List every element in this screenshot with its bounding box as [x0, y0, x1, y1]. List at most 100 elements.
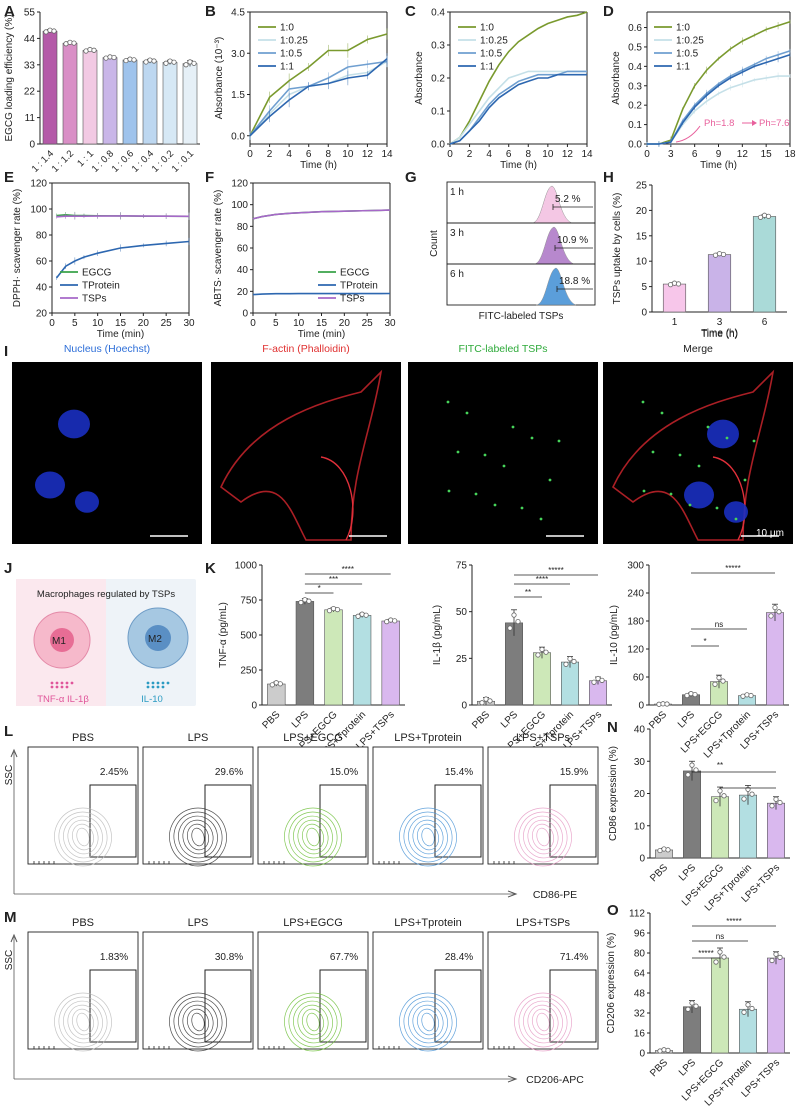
cytokine-dot [146, 681, 150, 685]
y-tick-label: 48 [634, 989, 646, 1000]
category-label: 1 : 1.2 [50, 148, 76, 174]
category-label: PBS [470, 709, 492, 731]
contour [182, 819, 214, 855]
chart-k1: 0 250 500 750 1000 TNF-α (pg/mL) PBS LPS LPS+EGC… [218, 561, 405, 761]
panel-letter-n: N [607, 719, 618, 736]
fitc-particle [734, 517, 738, 521]
legend-label: EGCG [340, 268, 370, 279]
chart-c: 0.0 0.1 0.2 0.3 0.4 Absorbance Time (h) 0 2 4 6 8 10… [414, 8, 593, 172]
contour [403, 811, 453, 863]
contour [71, 823, 95, 851]
fitc-particle [539, 517, 543, 521]
flow-title: LPS+Tprotein [394, 917, 462, 929]
x-tick-label: 2 [267, 149, 273, 160]
x-tick-label: 14 [581, 149, 593, 160]
bar [102, 57, 118, 145]
y-tick-label: 0.3 [431, 41, 445, 52]
y-tick-label: 30 [634, 757, 646, 768]
panel-letter-e: E [4, 169, 14, 186]
histogram-peak [531, 185, 573, 224]
x-axis-title: Time (h) [500, 160, 537, 171]
fitc-particle [725, 436, 729, 440]
marker-label: CD206-APC [526, 1074, 584, 1086]
data-point [334, 606, 341, 613]
data-point [685, 1006, 691, 1012]
data-point [665, 847, 671, 853]
series-line-1 [249, 60, 388, 137]
gate-value: 5.2 % [555, 194, 581, 205]
contour [408, 1000, 448, 1044]
contour [306, 827, 320, 847]
x-tick-label: 0 [247, 149, 253, 160]
category-label: 1 : 0.1 [170, 148, 196, 174]
data-point [131, 57, 137, 63]
x-tick-label: 12 [562, 149, 574, 160]
data-point [745, 1002, 751, 1008]
chart-a: 0 11 22 33 44 55 EGCG loading efficiency (%) 1 … [4, 8, 200, 175]
f-actin-outline [220, 369, 383, 541]
fitc-particle [511, 425, 515, 429]
schematic-panel: Macrophages regulated by TSPs M1 M2 TNF-α I… [16, 579, 196, 706]
fitc-particle [715, 506, 719, 510]
annotation-leader [675, 125, 701, 143]
contour [523, 1000, 563, 1044]
data-point [689, 1000, 695, 1006]
gate-box [204, 969, 252, 1043]
y-axis-title: IL-10 (pg/mL) [609, 605, 620, 665]
x-tick-label: 14 [381, 149, 393, 160]
legend-label: 1:1 [280, 62, 294, 73]
series-line-1 [252, 292, 391, 296]
y-tick-label: 120 [627, 645, 644, 656]
data-point [741, 796, 747, 802]
category-label: PBS [647, 709, 669, 731]
data-point [720, 678, 726, 684]
panel-letter-m: M [4, 909, 17, 926]
fitc-particle [474, 492, 478, 496]
contour [399, 807, 457, 867]
x-tick-label: 6 [306, 149, 312, 160]
cytokine-dot [65, 685, 69, 689]
fitc-particle [465, 411, 469, 415]
fitc-particle [530, 436, 534, 440]
category-label: LPS [677, 862, 698, 883]
significance-mark: ** [717, 761, 723, 770]
series-line-2 [249, 60, 388, 137]
data-point [151, 58, 157, 64]
nucleus [684, 481, 714, 509]
y-tick-label: 0 [29, 140, 35, 151]
gate-percent: 1.83% [100, 952, 128, 963]
flow-frame [142, 746, 254, 865]
contour [67, 1004, 99, 1040]
category-label: 3 [717, 317, 723, 328]
data-point [675, 281, 682, 287]
x-tick-label: 0 [49, 318, 55, 329]
x-tick-label: 4 [486, 149, 492, 160]
panel-letter-f: F [205, 169, 214, 186]
category-label: LPS [676, 709, 697, 730]
legend-label: TSPs [82, 294, 106, 305]
flow-frame [487, 746, 599, 865]
x-tick-label: 0 [447, 149, 453, 160]
ssc-arrow [10, 933, 18, 943]
y-tick-label: 0.3 [628, 81, 642, 92]
data-point [721, 793, 727, 799]
legend-label: 1:0.5 [280, 49, 303, 60]
flow-l: PBS 2.45% LPS 29.6% LPS+EGCG 15.0% LPS+Tprotei… [4, 732, 599, 901]
legend-label: 1:1 [480, 62, 494, 73]
bar [683, 770, 701, 859]
data-point [768, 613, 774, 619]
series-line-2 [252, 209, 391, 220]
data-point [191, 60, 197, 66]
row-label: 3 h [450, 228, 464, 239]
significance-mark: ns [715, 620, 723, 629]
fitc-particle [548, 478, 552, 482]
y-axis-title: DPPH· scavenger rate (%) [12, 189, 23, 307]
x-axis-title: FITC-labeled TSPs [479, 311, 564, 322]
microscopy-image [12, 362, 202, 544]
y-tick-label: 250 [240, 666, 257, 677]
microscopy-image [408, 362, 598, 544]
contour [54, 992, 112, 1052]
gate-percent: 67.7% [330, 952, 358, 963]
gate-percent: 28.4% [445, 952, 473, 963]
gate-box [549, 784, 597, 858]
